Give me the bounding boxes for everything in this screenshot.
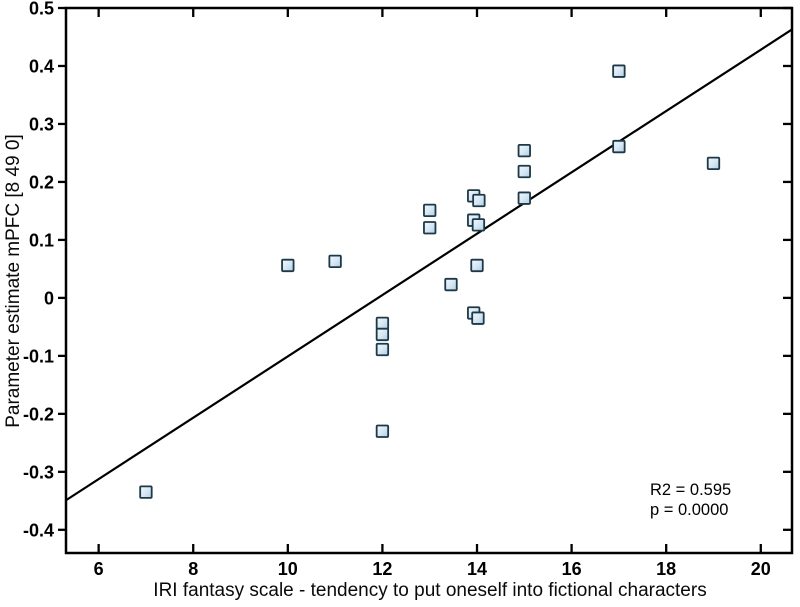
x-tick-label: 10	[278, 559, 298, 579]
x-tick-label: 6	[94, 559, 104, 579]
y-tick-label: 0	[44, 288, 54, 308]
x-tick-label: 14	[467, 559, 487, 579]
x-axis-label: IRI fantasy scale - tendency to put ones…	[153, 580, 707, 601]
data-point-marker	[375, 342, 390, 357]
y-axis-label: Parameter estimate mPFC [8 49 0]	[3, 134, 24, 428]
y-tick-label: 0.3	[29, 114, 54, 134]
data-point-marker	[472, 193, 486, 208]
data-point-marker	[139, 485, 153, 499]
y-tick-label: -0.1	[23, 346, 54, 366]
data-point-marker	[375, 424, 390, 438]
p-value-text: p = 0.0000	[650, 501, 729, 519]
data-point-marker	[444, 277, 458, 292]
regression-line	[65, 28, 793, 502]
x-tick-label: 12	[372, 559, 392, 579]
y-tick-label: 0.4	[29, 56, 54, 76]
y-tick-label: 0.5	[29, 0, 54, 19]
x-tick-label: 18	[656, 559, 676, 579]
x-tick-label: 8	[188, 559, 198, 579]
data-point-marker	[517, 191, 531, 205]
data-point-marker	[612, 64, 626, 78]
stats-annotation: R2 = 0.595 p = 0.0000	[650, 480, 731, 520]
data-point-marker	[281, 258, 295, 273]
y-tick-label: 0.2	[29, 172, 54, 192]
data-point-marker	[375, 316, 390, 331]
data-point-marker	[423, 221, 437, 235]
y-tick-label: -0.2	[23, 404, 54, 424]
data-point-marker	[328, 254, 342, 269]
data-point-marker	[375, 327, 390, 342]
data-point-marker	[517, 143, 531, 158]
data-point-marker	[471, 311, 485, 325]
data-point-marker	[612, 139, 626, 154]
data-point-marker	[423, 203, 437, 217]
data-point-marker	[470, 258, 484, 273]
y-tick-label: -0.4	[23, 520, 54, 540]
data-point-marker	[706, 156, 721, 171]
x-tick-label: 20	[751, 559, 771, 579]
r2-value-text: R2 = 0.595	[650, 481, 732, 499]
data-point-marker	[517, 164, 531, 179]
x-tick-label: 16	[562, 559, 582, 579]
y-tick-label: -0.3	[23, 462, 54, 482]
y-tick-label: 0.1	[29, 230, 54, 250]
data-point-marker	[471, 218, 486, 232]
plot-box	[64, 6, 794, 555]
